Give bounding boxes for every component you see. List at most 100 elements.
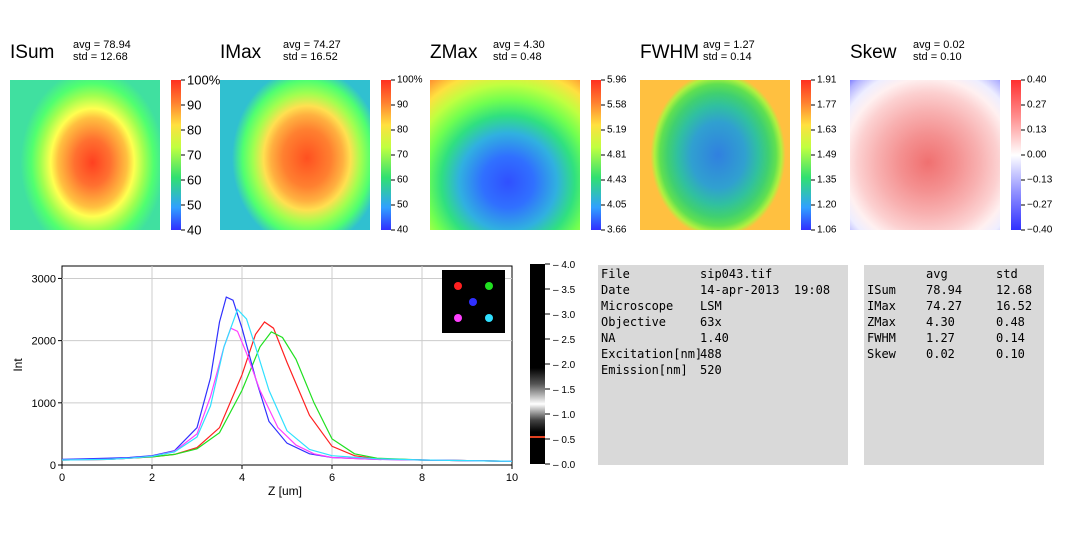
stats-avg: 0.02 [926, 347, 955, 361]
tick-label: 1.06 [817, 224, 837, 236]
scale-tick-label: – 4.0 [553, 260, 576, 271]
scale-tick-label: – 2.0 [553, 360, 576, 371]
panel-fwhm: FWHM avg = 1.27 std = 0.14 1.91 1.77 1.6… [640, 38, 850, 238]
stats-std: 0.10 [996, 347, 1025, 361]
x-tick-label: 10 [506, 472, 518, 484]
scale-tick-label: – 3.0 [553, 310, 576, 321]
skew-map [850, 80, 1000, 230]
x-axis-label: Z [um] [268, 484, 302, 498]
scale-marker [530, 436, 545, 438]
tick-label: 1.91 [817, 74, 837, 86]
y-tick-label: 0 [50, 460, 56, 472]
tick-label: 1.35 [817, 174, 837, 186]
legend-dot-cyan [485, 314, 493, 322]
colorbar [801, 80, 811, 230]
y-axis-label: Int [11, 358, 25, 372]
tick-label: 100% [187, 72, 221, 88]
tick-label: −0.13 [1027, 174, 1053, 186]
fwhm-map [640, 80, 790, 230]
tick-label: 70 [187, 147, 202, 163]
info-value: 1.40 [700, 331, 729, 345]
imax-map [220, 80, 370, 230]
zmax-map [430, 80, 580, 230]
y-axis-ticks: 0 1000 2000 3000 [32, 273, 62, 472]
tick-label: 50 [397, 199, 409, 211]
file-info-box: File sip043.tif Date 14-apr-2013 19:08 M… [598, 265, 848, 465]
tick-label: 1.63 [817, 124, 837, 136]
legend-dot-green [485, 282, 493, 290]
tick-label: 50 [187, 197, 202, 213]
tick-label: 3.66 [607, 224, 627, 236]
z-scale-bar: – 4.0 – 3.5 – 3.0 – 2.5 – 2.0 – 1.5 – 1.0 – 0.5… [530, 260, 576, 471]
stats-std: 16.52 [996, 299, 1033, 313]
panel-stats: avg = 0.02 std = 0.10 [913, 39, 965, 63]
panel-stats: avg = 78.94 std = 12.68 [73, 39, 131, 63]
tick-label: 5.58 [607, 99, 627, 111]
avg-value: avg = 78.94 [73, 39, 131, 51]
tick-label: 40 [187, 222, 202, 238]
tick-label: 1.77 [817, 99, 837, 111]
colorbar-ticks: 100% 90 80 70 60 50 40 [181, 73, 225, 238]
info-value: LSM [700, 299, 722, 313]
info-key: NA [601, 331, 616, 345]
info-value: sip043.tif [700, 267, 773, 281]
stats-name: FWHM [867, 331, 896, 345]
x-tick-label: 0 [59, 472, 65, 484]
tick-label: 5.96 [607, 74, 627, 86]
colorbar-ticks: 1.91 1.77 1.63 1.49 1.35 1.20 1.06 [811, 75, 855, 236]
panel-zmax: ZMax avg = 4.30 std = 0.48 5.96 5.58 5.1… [430, 38, 640, 238]
plot-area [61, 265, 513, 466]
tick-label: 5.19 [607, 124, 627, 136]
info-key: Objective [601, 315, 667, 329]
panel-imax: IMax avg = 74.27 std = 16.52 100% 90 80 … [220, 38, 430, 238]
scale-tick-label: – 3.5 [553, 285, 576, 296]
x-tick-label: 6 [329, 472, 335, 484]
tick-label: 4.43 [607, 174, 627, 186]
scale-tick-label: – 2.5 [553, 335, 576, 346]
avg-value: avg = 1.27 [703, 39, 755, 51]
tick-label: 0.00 [1027, 149, 1047, 161]
info-value: 488 [700, 347, 722, 361]
stats-name: Skew [867, 347, 896, 361]
stats-name: IMax [867, 299, 896, 313]
std-value: std = 12.68 [73, 51, 128, 63]
panel-skew: Skew avg = 0.02 std = 0.10 0.40 0.27 0.1… [850, 38, 1060, 238]
colorbar-ticks: 0.40 0.27 0.13 0.00 −0.13 −0.27 −0.40 [1021, 75, 1065, 236]
scale-tick-label: – 0.0 [553, 460, 576, 471]
x-tick-label: 8 [419, 472, 425, 484]
colorbar-ticks: 100% 90 80 70 60 50 40 [391, 75, 435, 236]
tick-label: 60 [397, 174, 409, 186]
tick-label: 70 [397, 149, 409, 161]
grid-lines [62, 266, 512, 465]
stats-name: ZMax [867, 315, 896, 329]
tick-label: 60 [187, 172, 202, 188]
stats-std: 0.48 [996, 315, 1025, 329]
tick-label: 1.20 [817, 199, 837, 211]
y-tick-label: 1000 [32, 398, 56, 410]
stats-avg: 74.27 [926, 299, 963, 313]
tick-label: 80 [187, 122, 202, 138]
colorbar [381, 80, 391, 230]
y-tick-label: 2000 [32, 336, 56, 348]
colorbar [171, 80, 181, 230]
tick-label: 100% [397, 74, 423, 86]
info-key: Emission[nm] [601, 363, 688, 377]
stats-avg: 1.27 [926, 331, 955, 345]
info-key: File [601, 267, 630, 281]
panel-title: Skew [850, 42, 897, 63]
legend-dot-magenta [454, 314, 462, 322]
panel-stats: avg = 4.30 std = 0.48 [493, 39, 545, 63]
stats-header-avg: avg [926, 267, 948, 281]
tick-label: 1.49 [817, 149, 837, 161]
tick-label: 0.13 [1027, 124, 1047, 136]
std-value: std = 0.10 [913, 51, 962, 63]
series-line-4 [61, 308, 513, 462]
tick-label: 80 [397, 124, 409, 136]
intensity-profile-chart: 0 2 4 6 8 10 0 1000 2000 3000 Z [um] Int [11, 265, 518, 498]
panel-stats: avg = 74.27 std = 16.52 [283, 39, 341, 63]
avg-value: avg = 74.27 [283, 39, 341, 51]
scale-tick-label: – 1.0 [553, 410, 576, 421]
stats-std: 0.14 [996, 331, 1025, 345]
stats-avg: 78.94 [926, 283, 963, 297]
tick-label: 90 [187, 97, 202, 113]
